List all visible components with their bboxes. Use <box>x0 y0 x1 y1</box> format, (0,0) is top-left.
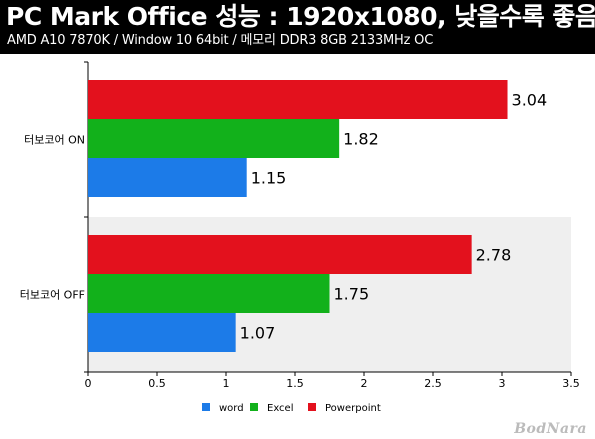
bar <box>88 313 236 352</box>
legend-swatch <box>308 403 316 411</box>
x-tick-label: 1 <box>223 377 230 390</box>
chart-title: PC Mark Office 성능 : 1920x1080, 낮을수록 좋음 <box>6 2 595 31</box>
legend-label: word <box>219 403 244 414</box>
data-label: 1.15 <box>251 169 287 188</box>
x-tick-label: 0.5 <box>148 377 166 390</box>
bar <box>88 80 508 119</box>
x-tick-label: 0 <box>85 377 92 390</box>
bar <box>88 235 472 274</box>
legend-swatch <box>202 403 210 411</box>
x-tick-label: 2.5 <box>424 377 442 390</box>
bar <box>88 158 247 197</box>
legend-swatch <box>250 403 258 411</box>
x-tick-label: 2 <box>361 377 368 390</box>
chart-header: PC Mark Office 성능 : 1920x1080, 낮을수록 좋음 A… <box>0 0 595 54</box>
bar-chart: 0 0.5 1 1.5 2 2.5 3 3.5 3.04 1.82 1.15 터보코어 ON 2.78 1… <box>20 61 580 414</box>
x-tick-label: 3 <box>499 377 506 390</box>
watermark-logo: BodNara <box>514 421 587 437</box>
category-label: 터보코어 ON <box>24 134 85 147</box>
legend-label: Powerpoint <box>325 403 381 414</box>
x-tick-label: 3.5 <box>562 377 580 390</box>
data-label: 1.82 <box>343 130 379 149</box>
data-label: 1.75 <box>334 285 370 304</box>
x-tick-label: 1.5 <box>286 377 304 390</box>
chart-subtitle: AMD A10 7870K / Window 10 64bit / 메모리 DD… <box>7 33 434 48</box>
data-label: 3.04 <box>512 91 548 110</box>
data-label: 1.07 <box>240 324 276 343</box>
data-label: 2.78 <box>476 246 512 265</box>
bar <box>88 274 330 313</box>
category-label: 터보코어 OFF <box>20 289 85 302</box>
bar <box>88 119 340 158</box>
legend-label: Excel <box>267 403 294 414</box>
